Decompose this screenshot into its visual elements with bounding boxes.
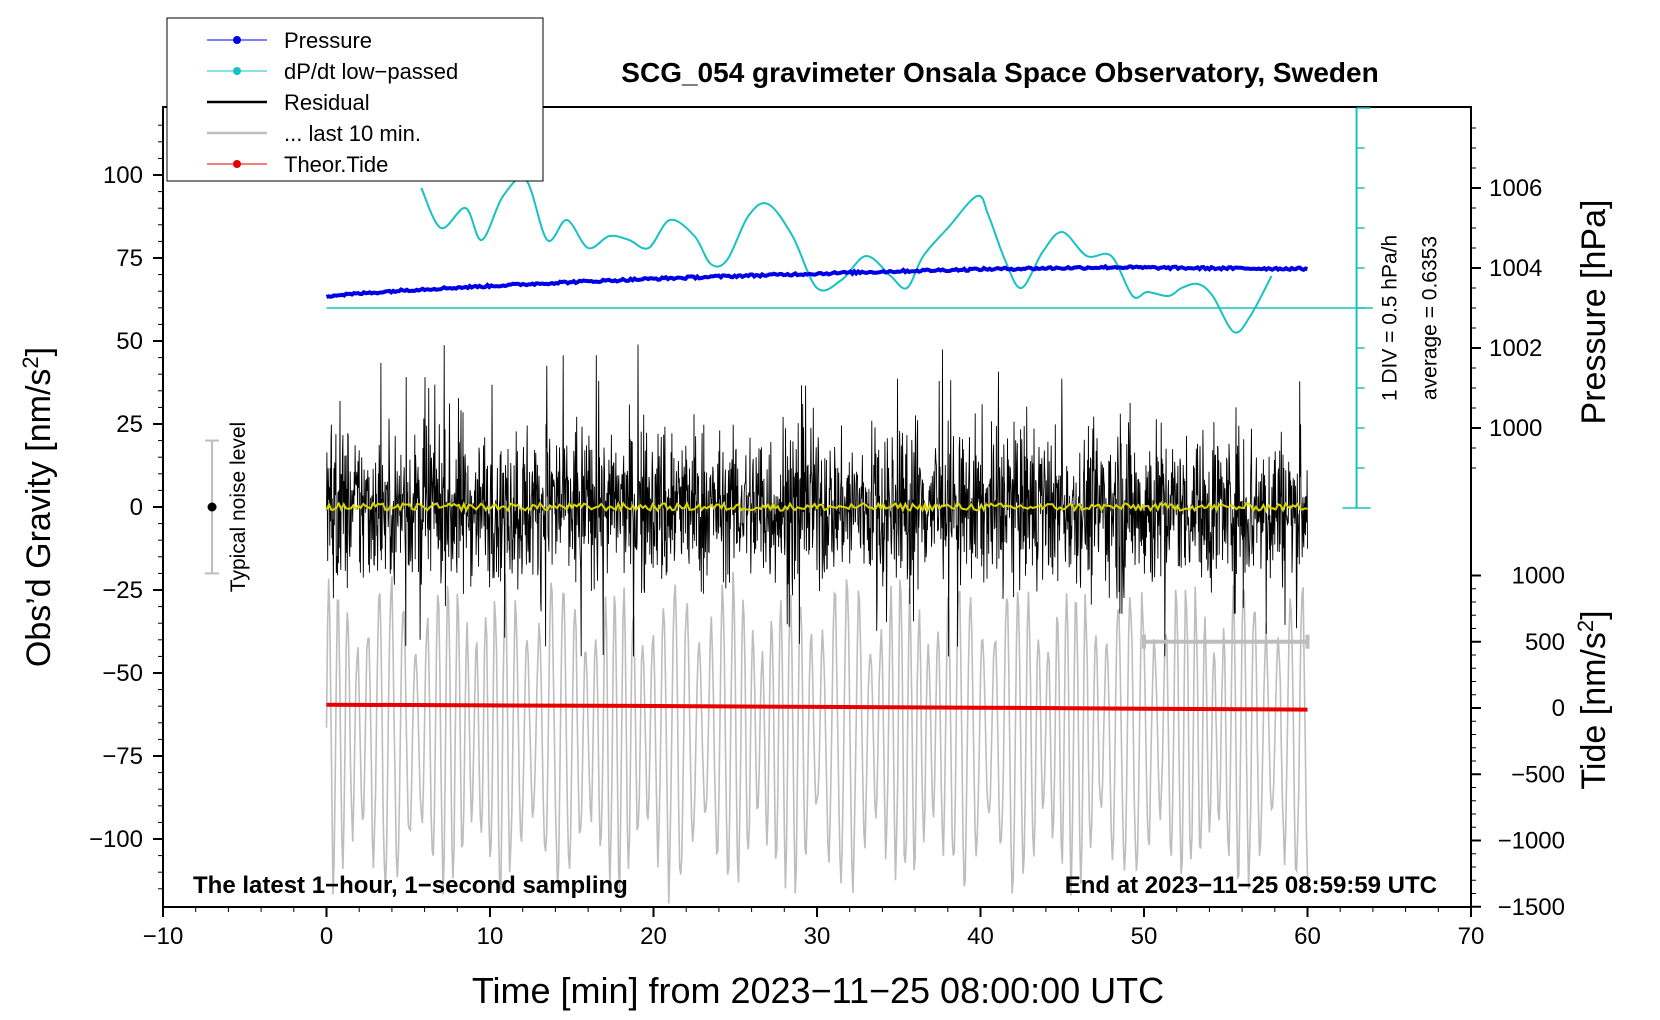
legend-marker-pressure (233, 36, 241, 44)
left-axis-label-text: Obs’d Gravity [nm/s (20, 369, 58, 668)
pressure-line (325, 263, 1308, 299)
left-axis-label-close: ] (20, 347, 58, 356)
pressure-axis-label: Pressure [hPa] (1575, 200, 1613, 425)
last10-series-group (325, 572, 1309, 904)
dpdt-series-group (326, 177, 1373, 334)
left-tick-label: 0 (130, 494, 143, 521)
left-axis-label-exp: 2 (18, 356, 43, 368)
left-tick-label: 50 (116, 328, 143, 355)
legend-box (166, 17, 544, 182)
left-tick-label: −25 (102, 577, 143, 604)
x-tick-label: −10 (143, 923, 184, 950)
chart-title: SCG_054 gravimeter Onsala Space Observat… (621, 57, 1378, 88)
legend-marker-dpdt (233, 67, 241, 75)
x-tick-label: 10 (477, 923, 504, 950)
noise-level-label: Typical noise level (227, 422, 250, 592)
residual-line (326, 344, 1308, 657)
pressure-tick-label: 1002 (1489, 335, 1542, 362)
legend-entries: Pressure dP/dt low−passed Residual ... last… (207, 28, 458, 177)
dpdt-average-label: average = 0.6353 (1419, 236, 1442, 400)
left-tick-label: 25 (116, 411, 143, 438)
dpdt-line (420, 177, 1273, 334)
tide-axis-label-text: Tide [nm/s (1575, 632, 1613, 789)
tide-tick-label: 0 (1552, 695, 1565, 722)
legend-label-tide: Theor.Tide (284, 152, 388, 177)
x-tick-label: 20 (640, 923, 667, 950)
left-tick-label: −75 (102, 743, 143, 770)
tide-axis-label: Tide [nm/s2] (1573, 610, 1614, 789)
residual-series-group (326, 344, 1308, 657)
left-tick-label: 100 (103, 162, 143, 189)
pressure-tick-label: 1000 (1489, 415, 1542, 442)
tide-tick-label: −1000 (1498, 828, 1565, 855)
tide-tick-label: −1500 (1498, 894, 1565, 921)
left-axis-label: Obs’d Gravity [nm/s2] (18, 347, 59, 667)
x-axis-ticks: −10 0 10 20 30 40 50 60 70 (143, 907, 1485, 950)
pressure-tick-label: 1004 (1489, 255, 1542, 282)
pressure-series-group (325, 263, 1308, 299)
left-tick-label: 75 (116, 245, 143, 272)
dpdt-div-label: 1 DIV = 0.5 hPa/h (1379, 235, 1402, 401)
left-axis-ticks: 100 75 50 25 0 −25 −50 −75 −100 (89, 124, 163, 890)
noise-average-line (325, 501, 1308, 514)
annotation-bottom-left: The latest 1−hour, 1−second sampling (193, 872, 628, 899)
dpdt-scale-group: 1 DIV = 0.5 hPa/h average = 0.6353 (1342, 107, 1442, 509)
noise-average-group (325, 501, 1308, 514)
last10-line (325, 572, 1309, 904)
legend-label-last10: ... last 10 min. (284, 121, 421, 146)
x-tick-label: 30 (804, 923, 831, 950)
x-tick-label: 0 (320, 923, 333, 950)
noise-level-center-dot (207, 502, 217, 512)
tide-axis-label-exp: 2 (1573, 620, 1598, 632)
last10-scale-bar-group (1142, 634, 1310, 649)
tide-axis-ticks: 1000 500 0 −500 −1000 −1500 (1471, 563, 1565, 921)
tide-tick-label: 500 (1525, 629, 1565, 656)
tide-axis-label-close: ] (1575, 610, 1613, 619)
x-axis-label: Time [min] from 2023−11−25 08:00:00 UTC (472, 970, 1164, 1011)
legend-label-pressure: Pressure (284, 28, 372, 53)
left-tick-label: −100 (89, 826, 143, 853)
left-tick-label: −50 (102, 660, 143, 687)
tide-tick-label: 1000 (1512, 563, 1565, 590)
tide-series-group (326, 702, 1308, 712)
annotation-bottom-right: End at 2023−11−25 08:59:59 UTC (1065, 872, 1437, 899)
tide-tick-label: −500 (1511, 761, 1565, 788)
x-tick-label: 60 (1294, 923, 1321, 950)
x-tick-label: 70 (1458, 923, 1485, 950)
x-tick-label: 40 (967, 923, 994, 950)
legend: Pressure dP/dt low−passed Residual ... last… (166, 17, 544, 182)
legend-marker-tide (233, 160, 241, 168)
x-tick-label: 50 (1131, 923, 1158, 950)
tide-line (326, 702, 1308, 712)
pressure-tick-label: 1006 (1489, 175, 1542, 202)
noise-level-group: Typical noise level (205, 422, 250, 592)
pressure-axis-ticks: 1006 1004 1002 1000 (1471, 127, 1542, 469)
legend-label-residual: Residual (284, 90, 370, 115)
legend-label-dpdt: dP/dt low−passed (284, 59, 458, 84)
